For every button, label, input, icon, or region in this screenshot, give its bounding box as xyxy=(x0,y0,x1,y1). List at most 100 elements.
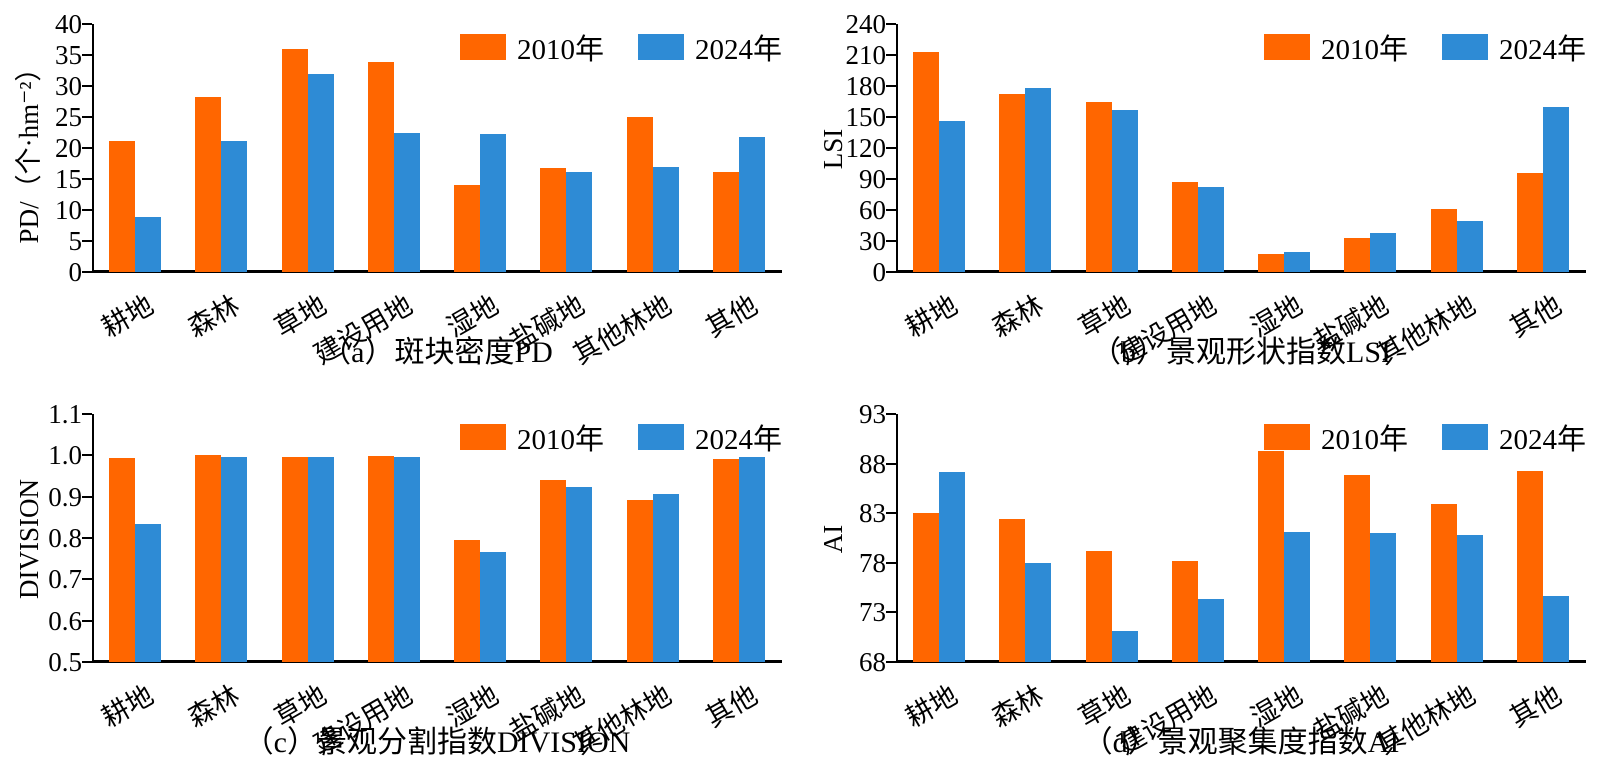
plot-area-pd: 0 5 10 15 20 25 30 35 40 耕地 森林 草地 建设用地 湿地 盐碱地 其他林地 其他 201… xyxy=(55,9,782,370)
legend-swatch xyxy=(1441,34,1488,60)
x-axis-line xyxy=(896,660,1586,663)
y-tick-label: 15 xyxy=(55,164,82,194)
y-tick-label: 83 xyxy=(859,498,886,529)
bar xyxy=(1370,232,1397,272)
y-tick-mark xyxy=(82,147,92,149)
bar xyxy=(1025,562,1052,662)
bar xyxy=(393,456,420,662)
bar xyxy=(999,519,1026,662)
bar xyxy=(712,171,739,272)
y-tick-mark xyxy=(82,661,92,663)
bar xyxy=(712,459,739,662)
y-tick-label: 10 xyxy=(55,195,82,225)
x-axis-line xyxy=(92,660,782,663)
bar xyxy=(109,141,136,272)
y-tick-mark xyxy=(82,271,92,273)
bar xyxy=(738,457,765,662)
y-tick-mark xyxy=(886,661,896,663)
y-tick-mark xyxy=(82,413,92,415)
bar xyxy=(913,513,940,662)
y-tick-mark xyxy=(886,54,896,56)
y-tick-mark xyxy=(886,209,896,211)
legend-label: 2010年 xyxy=(1320,34,1408,66)
legend-item: 2024年 xyxy=(637,416,782,458)
legend: 2010年 2024年 xyxy=(1263,416,1586,458)
bar xyxy=(367,456,394,662)
bar xyxy=(1542,106,1569,272)
y-tick-mark xyxy=(886,85,896,87)
bar xyxy=(1542,595,1569,662)
bar xyxy=(939,121,966,272)
bar xyxy=(1085,101,1112,272)
y-tick-label: 150 xyxy=(845,102,887,132)
bar xyxy=(540,168,567,272)
bar xyxy=(1197,598,1224,662)
y-tick-label: 180 xyxy=(845,71,887,101)
y-tick-mark xyxy=(886,462,896,465)
panel-b-landscape-shape-index: LSI 0 30 60 90 120 150 180 210 240 耕地 森林 草地 建设用地 湿地 盐碱… xyxy=(804,0,1609,390)
panel-caption: （d）景观聚集度指数AI xyxy=(1082,726,1400,759)
y-tick-label: 35 xyxy=(55,40,82,70)
y-tick-mark xyxy=(886,611,896,614)
y-axis-line xyxy=(896,24,898,272)
y-tick-mark xyxy=(82,23,92,25)
legend-label: 2024年 xyxy=(1498,34,1586,66)
bar xyxy=(626,499,653,662)
bar xyxy=(135,216,162,272)
bar xyxy=(626,117,653,272)
legend-item: 2010年 xyxy=(459,26,604,68)
bar xyxy=(939,471,966,662)
y-tick-mark xyxy=(82,619,92,622)
legend-swatch xyxy=(1441,424,1488,450)
bar xyxy=(1197,187,1224,272)
bar xyxy=(566,487,593,662)
legend-swatch xyxy=(459,424,506,450)
y-tick-label: 0.8 xyxy=(48,523,82,553)
plot-area-ai: 68 73 78 83 88 93 耕地 森林 草地 建设用地 湿地 盐碱地 其他林地 其他 2010年 20… xyxy=(859,399,1586,760)
legend-label: 2010年 xyxy=(1320,424,1408,456)
y-tick-label: 1.0 xyxy=(48,440,82,471)
y-tick-mark xyxy=(886,178,896,180)
legend: 2010年 2024年 xyxy=(459,416,782,458)
y-tick-label: 78 xyxy=(859,547,886,578)
legend-item: 2024年 xyxy=(1441,416,1586,458)
bar xyxy=(1111,109,1138,272)
bar xyxy=(999,94,1026,272)
y-tick-mark xyxy=(886,561,896,564)
legend-label: 2010年 xyxy=(516,424,604,456)
bar xyxy=(1430,504,1457,662)
y-tick-mark xyxy=(82,209,92,211)
bar xyxy=(1456,221,1483,272)
panel-caption: （a）斑块密度PD xyxy=(321,336,553,369)
legend-item: 2010年 xyxy=(1263,416,1408,458)
y-tick-label: 88 xyxy=(859,448,886,479)
y-tick-mark xyxy=(886,116,896,118)
bar xyxy=(1516,172,1543,272)
y-tick-label: 30 xyxy=(55,71,82,101)
y-tick-mark xyxy=(886,512,896,515)
panel-caption: （b）景观形状指数LSI xyxy=(1091,336,1391,369)
bar xyxy=(1344,474,1371,662)
y-tick-label: 25 xyxy=(55,102,82,132)
bar xyxy=(281,48,308,272)
y-tick-label: 240 xyxy=(845,9,887,39)
bar xyxy=(480,134,507,272)
y-tick-mark xyxy=(82,240,92,242)
bar xyxy=(1171,182,1198,272)
legend-swatch xyxy=(1263,424,1310,450)
y-tick-mark xyxy=(82,495,92,498)
y-axis-line xyxy=(92,24,94,272)
bar xyxy=(1430,208,1457,272)
bar xyxy=(307,456,334,662)
y-tick-mark xyxy=(82,178,92,180)
bar xyxy=(913,51,940,272)
y-tick-mark xyxy=(82,54,92,56)
y-tick-mark xyxy=(82,578,92,581)
x-axis-line xyxy=(92,270,782,273)
legend: 2010年 2024年 xyxy=(459,26,782,68)
legend-label: 2024年 xyxy=(694,424,782,456)
bar xyxy=(1516,470,1543,662)
bar xyxy=(1370,533,1397,662)
bar xyxy=(1025,88,1052,272)
y-tick-mark xyxy=(82,454,92,457)
